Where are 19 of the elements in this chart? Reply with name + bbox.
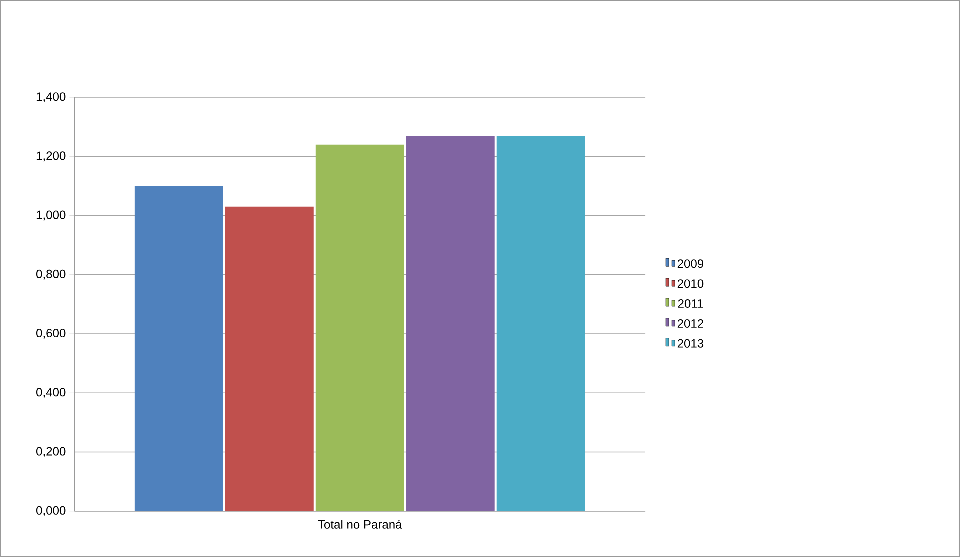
x-tick-label: Total no Paraná (318, 520, 402, 530)
y-tick-label: 0,800 (36, 270, 66, 280)
y-tick-label: 1,400 (36, 92, 66, 103)
y-tick-label: 0,400 (36, 388, 66, 398)
legend-label: 2009 (678, 260, 704, 268)
legend-label: 2011 (678, 300, 704, 308)
bar (316, 145, 404, 512)
y-tick-label: 1,200 (36, 152, 66, 162)
y-tick-label: 0,600 (36, 329, 66, 340)
legend-label: 2013 (678, 340, 704, 348)
bar (134, 186, 224, 512)
bar (225, 207, 314, 512)
bar (406, 136, 495, 512)
y-tick-label: 1,000 (36, 211, 66, 221)
bar (496, 136, 586, 512)
y-tick-label: 0,000 (36, 506, 66, 517)
y-tick-label: 0,200 (36, 448, 66, 458)
legend-label: 2010 (678, 280, 704, 288)
legend-label: 2012 (678, 320, 704, 328)
